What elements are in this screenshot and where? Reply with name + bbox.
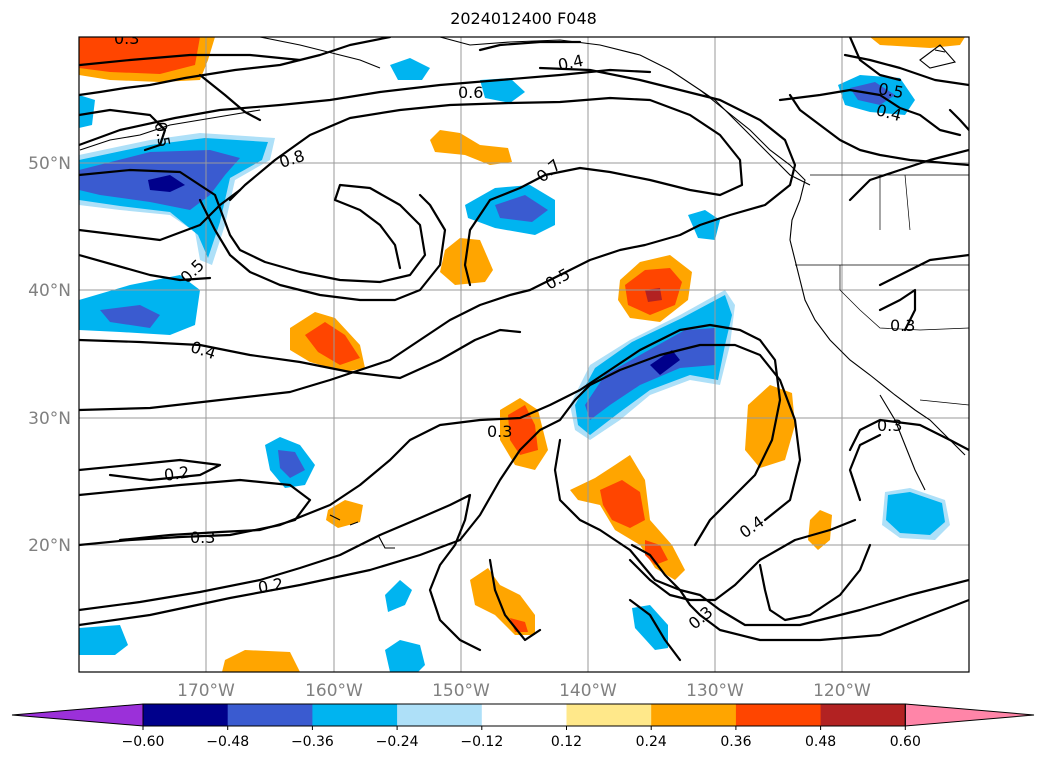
colorbar-tick-label: −0.60 bbox=[122, 734, 165, 750]
contour-label: 0.3 bbox=[114, 29, 139, 48]
map-frame bbox=[78, 36, 970, 673]
colorbar-segment bbox=[735, 704, 822, 726]
contour-label: 0.6 bbox=[458, 83, 483, 102]
lat-label: 40°N bbox=[28, 281, 71, 301]
contour-label: 0.5 bbox=[542, 264, 574, 293]
colorbar-segment bbox=[227, 704, 313, 726]
contour-label: 0.3 bbox=[685, 602, 717, 633]
map-title: 2024012400 F048 bbox=[450, 9, 597, 28]
colorbar-extend-low bbox=[11, 703, 144, 727]
colorbar: −0.60 −0.48 −0.36 −0.24 −0.12 0.12 0.24 0.36 0.4… bbox=[11, 703, 1035, 750]
contour-label: 0.2 bbox=[163, 463, 191, 485]
lat-label: 30°N bbox=[28, 409, 71, 429]
colorbar-tick-label: −0.24 bbox=[376, 734, 419, 750]
contour-label: 0.3 bbox=[877, 416, 902, 435]
borders bbox=[795, 174, 969, 406]
colorbar-tick-label: 0.48 bbox=[805, 734, 836, 750]
colorbar-tick-label: 0.24 bbox=[636, 734, 667, 750]
colorbar-segment bbox=[651, 704, 737, 726]
graticule bbox=[79, 37, 969, 672]
contour-label: 0.3 bbox=[487, 422, 512, 441]
contour-lines bbox=[79, 37, 969, 662]
lon-label: 150°W bbox=[432, 681, 490, 701]
colorbar-tick-label: −0.48 bbox=[206, 734, 249, 750]
contour-label: 0.5 bbox=[877, 79, 905, 102]
contour-label: 0.8 bbox=[277, 146, 307, 172]
contour-label: 0.4 bbox=[736, 512, 768, 542]
shading-layer bbox=[79, 37, 965, 672]
contour-label: 0.2 bbox=[256, 574, 284, 597]
contour-label: 0.3 bbox=[890, 316, 915, 335]
latitude-labels: 50°N 40°N 30°N 20°N bbox=[28, 154, 71, 556]
longitude-labels: 170°W 160°W 150°W 140°W 130°W 120°W bbox=[177, 681, 871, 701]
lat-label: 50°N bbox=[28, 154, 71, 174]
colorbar-tick-label: −0.36 bbox=[291, 734, 334, 750]
coastlines bbox=[79, 37, 966, 549]
colorbar-tick-label: 0.12 bbox=[551, 734, 582, 750]
colorbar-tick-label: 0.36 bbox=[720, 734, 751, 750]
lon-label: 130°W bbox=[686, 681, 744, 701]
contour-label: 0.5 bbox=[151, 120, 174, 148]
contour-label: 0.3 bbox=[190, 528, 215, 547]
colorbar-tick-label: 0.60 bbox=[890, 734, 921, 750]
contour-label: 0.4 bbox=[556, 51, 585, 75]
contour-label: 0.7 bbox=[533, 155, 565, 186]
colorbar-segment bbox=[820, 704, 906, 726]
colorbar-tick-label: −0.12 bbox=[460, 734, 503, 750]
colorbar-segment bbox=[312, 704, 398, 726]
lat-label: 20°N bbox=[28, 536, 71, 556]
colorbar-segment bbox=[397, 704, 483, 726]
lon-label: 160°W bbox=[305, 681, 363, 701]
colorbar-segment bbox=[481, 704, 567, 726]
colorbar-outline bbox=[142, 703, 906, 727]
map-plot-area: 0.3 0.4 0.6 0.8 0.7 0.5 0.5 0.4 0.5 0.4 … bbox=[79, 29, 969, 672]
lon-label: 120°W bbox=[813, 681, 871, 701]
lon-label: 140°W bbox=[559, 681, 617, 701]
lon-label: 170°W bbox=[177, 681, 235, 701]
colorbar-segment bbox=[566, 704, 652, 726]
contour-label: 0.4 bbox=[188, 337, 218, 363]
colorbar-segment bbox=[143, 704, 229, 726]
colorbar-extend-high bbox=[904, 703, 1035, 727]
